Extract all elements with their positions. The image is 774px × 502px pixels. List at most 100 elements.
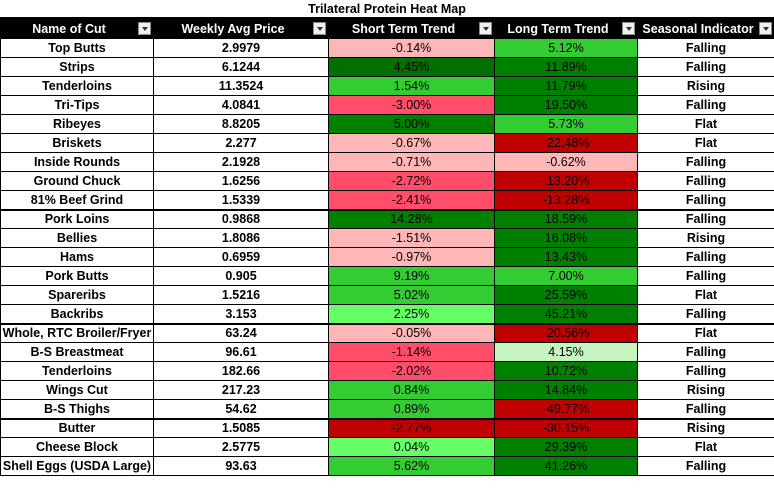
cell-long-trend[interactable]: 25.59% (494, 285, 638, 305)
cell-name[interactable]: Tenderloins (0, 361, 154, 381)
cell-price[interactable]: 1.5339 (153, 190, 329, 211)
cell-long-trend[interactable]: -0.62% (494, 152, 638, 172)
cell-price[interactable]: 96.61 (153, 342, 329, 362)
cell-seasonal[interactable]: Falling (637, 266, 774, 286)
cell-seasonal[interactable]: Rising (637, 76, 774, 96)
cell-short-trend[interactable]: 5.62% (328, 456, 495, 476)
cell-price[interactable]: 11.3524 (153, 76, 329, 96)
cell-short-trend[interactable]: -2.77% (328, 418, 495, 438)
cell-seasonal[interactable]: Falling (637, 342, 774, 362)
cell-name[interactable]: Butter (0, 418, 154, 438)
cell-long-trend[interactable]: 13.43% (494, 247, 638, 267)
cell-name[interactable]: B-S Breastmeat (0, 342, 154, 362)
cell-name[interactable]: Spareribs (0, 285, 154, 305)
cell-short-trend[interactable]: -0.14% (328, 38, 495, 58)
cell-price[interactable]: 182.66 (153, 361, 329, 381)
cell-seasonal[interactable]: Rising (637, 418, 774, 438)
cell-name[interactable]: Bellies (0, 228, 154, 248)
cell-short-trend[interactable]: 0.89% (328, 399, 495, 420)
cell-long-trend[interactable]: 18.59% (494, 209, 638, 229)
cell-long-trend[interactable]: 16.08% (494, 228, 638, 248)
cell-seasonal[interactable]: Flat (637, 437, 774, 457)
cell-name[interactable]: Wings Cut (0, 380, 154, 400)
cell-long-trend[interactable]: 19.50% (494, 95, 638, 115)
cell-name[interactable]: Pork Loins (0, 209, 154, 229)
cell-seasonal[interactable]: Falling (637, 399, 774, 420)
cell-seasonal[interactable]: Rising (637, 228, 774, 248)
cell-long-trend[interactable]: -13.20% (494, 171, 638, 191)
cell-short-trend[interactable]: 0.04% (328, 437, 495, 457)
cell-name[interactable]: Inside Rounds (0, 152, 154, 172)
cell-short-trend[interactable]: 14.28% (328, 209, 495, 229)
cell-short-trend[interactable]: -1.14% (328, 342, 495, 362)
cell-long-trend[interactable]: 5.73% (494, 114, 638, 134)
cell-long-trend[interactable]: 4.15% (494, 342, 638, 362)
cell-seasonal[interactable]: Falling (637, 57, 774, 77)
cell-name[interactable]: Briskets (0, 133, 154, 153)
cell-long-trend[interactable]: 5.12% (494, 38, 638, 58)
filter-dropdown-button[interactable] (479, 22, 492, 35)
cell-price[interactable]: 1.5085 (153, 418, 329, 438)
cell-short-trend[interactable]: -1.51% (328, 228, 495, 248)
cell-short-trend[interactable]: 5.02% (328, 285, 495, 305)
cell-seasonal[interactable]: Flat (637, 285, 774, 305)
cell-short-trend[interactable]: 4.45% (328, 57, 495, 77)
cell-seasonal[interactable]: Falling (637, 247, 774, 267)
cell-price[interactable]: 63.24 (153, 323, 329, 343)
cell-price[interactable]: 3.153 (153, 304, 329, 325)
cell-long-trend[interactable]: -49.77% (494, 399, 638, 420)
cell-long-trend[interactable]: 7.00% (494, 266, 638, 286)
filter-dropdown-button[interactable] (313, 22, 326, 35)
cell-name[interactable]: Shell Eggs (USDA Large) (0, 456, 154, 476)
cell-short-trend[interactable]: -0.67% (328, 133, 495, 153)
cell-name[interactable]: Cheese Block (0, 437, 154, 457)
cell-short-trend[interactable]: -0.05% (328, 323, 495, 343)
cell-seasonal[interactable]: Falling (637, 304, 774, 325)
cell-name[interactable]: Backribs (0, 304, 154, 325)
cell-price[interactable]: 217.23 (153, 380, 329, 400)
filter-dropdown-button[interactable] (622, 22, 635, 35)
cell-short-trend[interactable]: 2.25% (328, 304, 495, 325)
cell-long-trend[interactable]: -20.56% (494, 323, 638, 343)
cell-short-trend[interactable]: -2.41% (328, 190, 495, 211)
cell-seasonal[interactable]: Falling (637, 190, 774, 211)
filter-dropdown-button[interactable] (138, 22, 151, 35)
cell-seasonal[interactable]: Falling (637, 209, 774, 229)
filter-dropdown-button[interactable] (759, 22, 772, 35)
cell-seasonal[interactable]: Falling (637, 361, 774, 381)
cell-short-trend[interactable]: 0.84% (328, 380, 495, 400)
cell-name[interactable]: Top Butts (0, 38, 154, 58)
cell-seasonal[interactable]: Falling (637, 38, 774, 58)
cell-short-trend[interactable]: 9.19% (328, 266, 495, 286)
cell-price[interactable]: 0.9868 (153, 209, 329, 229)
cell-name[interactable]: Whole, RTC Broiler/Fryer (0, 323, 154, 343)
cell-long-trend[interactable]: 10.72% (494, 361, 638, 381)
cell-price[interactable]: 2.1928 (153, 152, 329, 172)
cell-price[interactable]: 4.0841 (153, 95, 329, 115)
cell-price[interactable]: 2.277 (153, 133, 329, 153)
cell-name[interactable]: Hams (0, 247, 154, 267)
cell-short-trend[interactable]: 5.00% (328, 114, 495, 134)
cell-name[interactable]: Pork Butts (0, 266, 154, 286)
cell-long-trend[interactable]: -30.15% (494, 418, 638, 438)
cell-long-trend[interactable]: 41.26% (494, 456, 638, 476)
cell-long-trend[interactable]: 29.39% (494, 437, 638, 457)
cell-seasonal[interactable]: Rising (637, 380, 774, 400)
cell-long-trend[interactable]: 14.84% (494, 380, 638, 400)
cell-name[interactable]: Tenderloins (0, 76, 154, 96)
cell-seasonal[interactable]: Flat (637, 133, 774, 153)
cell-long-trend[interactable]: -13.28% (494, 190, 638, 211)
cell-seasonal[interactable]: Falling (637, 171, 774, 191)
cell-long-trend[interactable]: -22.48% (494, 133, 638, 153)
cell-name[interactable]: Tri-Tips (0, 95, 154, 115)
cell-short-trend[interactable]: -3.00% (328, 95, 495, 115)
cell-price[interactable]: 6.1244 (153, 57, 329, 77)
cell-price[interactable]: 2.5775 (153, 437, 329, 457)
cell-long-trend[interactable]: 11.79% (494, 76, 638, 96)
cell-price[interactable]: 54.62 (153, 399, 329, 420)
cell-name[interactable]: Ribeyes (0, 114, 154, 134)
cell-name[interactable]: Ground Chuck (0, 171, 154, 191)
cell-seasonal[interactable]: Falling (637, 456, 774, 476)
cell-price[interactable]: 93.63 (153, 456, 329, 476)
cell-short-trend[interactable]: -2.72% (328, 171, 495, 191)
